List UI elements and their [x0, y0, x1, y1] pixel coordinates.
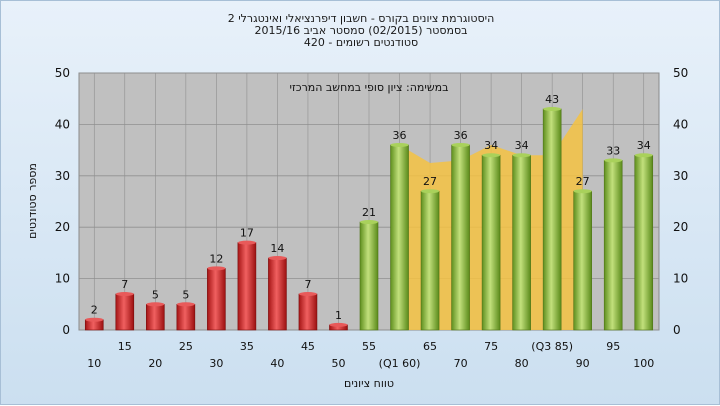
bar: [268, 257, 287, 331]
y-tick-label-right: 40: [673, 117, 688, 131]
bar-cap: [207, 266, 226, 271]
x-tick-label: 20: [148, 357, 162, 370]
bar-cap: [543, 106, 562, 111]
x-tick-label: 70: [454, 357, 468, 370]
y-tick-label-right: 50: [673, 66, 688, 80]
x-tick-label: 90: [576, 357, 590, 370]
y-axis-label: מספר סטודנטים: [26, 163, 39, 239]
bar-cap: [85, 317, 104, 322]
y-tick-label-left: 50: [55, 66, 70, 80]
bar-value-label: 34: [484, 139, 498, 152]
x-tick-label: 30: [209, 357, 223, 370]
bar-value-label: 34: [637, 139, 651, 152]
x-tick-label: 15: [118, 340, 132, 353]
bar-value-label: 43: [545, 93, 559, 106]
y-tick-label-right: 0: [673, 323, 681, 337]
bar-cap: [421, 189, 440, 194]
bar: [298, 293, 318, 331]
chart-title-line-1: היסטוגרמת ציונים בקורס - חשבון דיפרנציאל…: [227, 12, 495, 25]
x-tick-label: 75: [484, 340, 498, 353]
chart-annotation: במשימה: ציון סופי במחשב המרכזי: [289, 81, 448, 94]
x-tick-label: 25: [179, 340, 193, 353]
bar: [207, 268, 226, 331]
bar-cap: [512, 153, 531, 158]
bar-value-label: 21: [362, 206, 376, 219]
bar-value-label: 7: [121, 278, 128, 291]
bar-value-label: 27: [576, 175, 590, 188]
bar-cap: [329, 322, 348, 327]
bar-value-label: 2: [91, 304, 98, 317]
y-tick-label-right: 20: [673, 220, 688, 234]
x-tick-label: 10: [87, 357, 101, 370]
x-tick-label: 95: [606, 340, 620, 353]
bar-cap: [115, 292, 134, 297]
chart-title-line-2: בסמסטר (02/2015) סמסטר אביב 2015/16: [254, 24, 468, 37]
bar-cap: [360, 220, 378, 225]
bar-cap: [298, 292, 317, 297]
bar: [420, 190, 440, 331]
y-tick-label-left: 10: [55, 272, 70, 286]
chart-title-line-3: 420 - סטודנטים רשומים: [303, 36, 419, 49]
bar: [176, 303, 196, 331]
bar-value-label: 5: [182, 288, 189, 301]
bar: [573, 190, 592, 331]
bar: [451, 144, 470, 331]
bar-value-label: 36: [454, 129, 468, 142]
bar-cap: [604, 158, 623, 163]
bar-value-label: 5: [152, 288, 159, 301]
bar-cap: [146, 302, 165, 307]
bar-cap: [573, 189, 592, 194]
bar: [512, 154, 531, 331]
bar-value-label: 33: [606, 144, 620, 157]
bar-value-label: 14: [270, 242, 284, 255]
x-tick-label: 50: [331, 357, 345, 370]
x-tick-label: 100: [633, 357, 654, 370]
x-tick-label: 45: [301, 340, 315, 353]
bar-value-label: 7: [304, 278, 311, 291]
x-tick-label: 80: [515, 357, 529, 370]
bar: [634, 154, 654, 331]
bar-cap: [634, 153, 653, 158]
bar-value-label: 1: [335, 309, 342, 322]
x-tick-label: (Q3 85): [531, 340, 573, 353]
y-tick-label-left: 40: [55, 117, 70, 131]
x-axis-label: טווח ציונים: [344, 377, 394, 390]
bar: [359, 221, 379, 331]
y-tick-label-right: 10: [673, 272, 688, 286]
bar-value-label: 12: [209, 252, 223, 265]
bar: [146, 303, 165, 331]
x-tick-label: (Q1 60): [379, 357, 421, 370]
bar-value-label: 27: [423, 175, 437, 188]
x-tick-label: 35: [240, 340, 254, 353]
bar: [542, 108, 562, 331]
y-tick-label-left: 20: [55, 220, 70, 234]
x-tick-label: 65: [423, 340, 437, 353]
bar: [390, 144, 409, 331]
y-tick-label-left: 0: [62, 323, 70, 337]
bar: [237, 242, 257, 331]
bar-value-label: 17: [240, 227, 254, 240]
bar-cap: [390, 142, 409, 147]
bar-value-label: 34: [515, 139, 529, 152]
y-tick-label-left: 30: [55, 169, 70, 183]
x-tick-label: 55: [362, 340, 376, 353]
bar-cap: [268, 256, 287, 261]
y-tick-label-right: 30: [673, 169, 688, 183]
bar-cap: [237, 240, 256, 245]
bar: [481, 154, 501, 331]
bar-cap: [451, 142, 470, 147]
x-tick-label: 40: [270, 357, 284, 370]
bar-cap: [482, 153, 501, 158]
bar-value-label: 36: [393, 129, 407, 142]
bar: [603, 160, 623, 331]
bar-cap: [176, 302, 195, 307]
bar: [115, 293, 135, 331]
